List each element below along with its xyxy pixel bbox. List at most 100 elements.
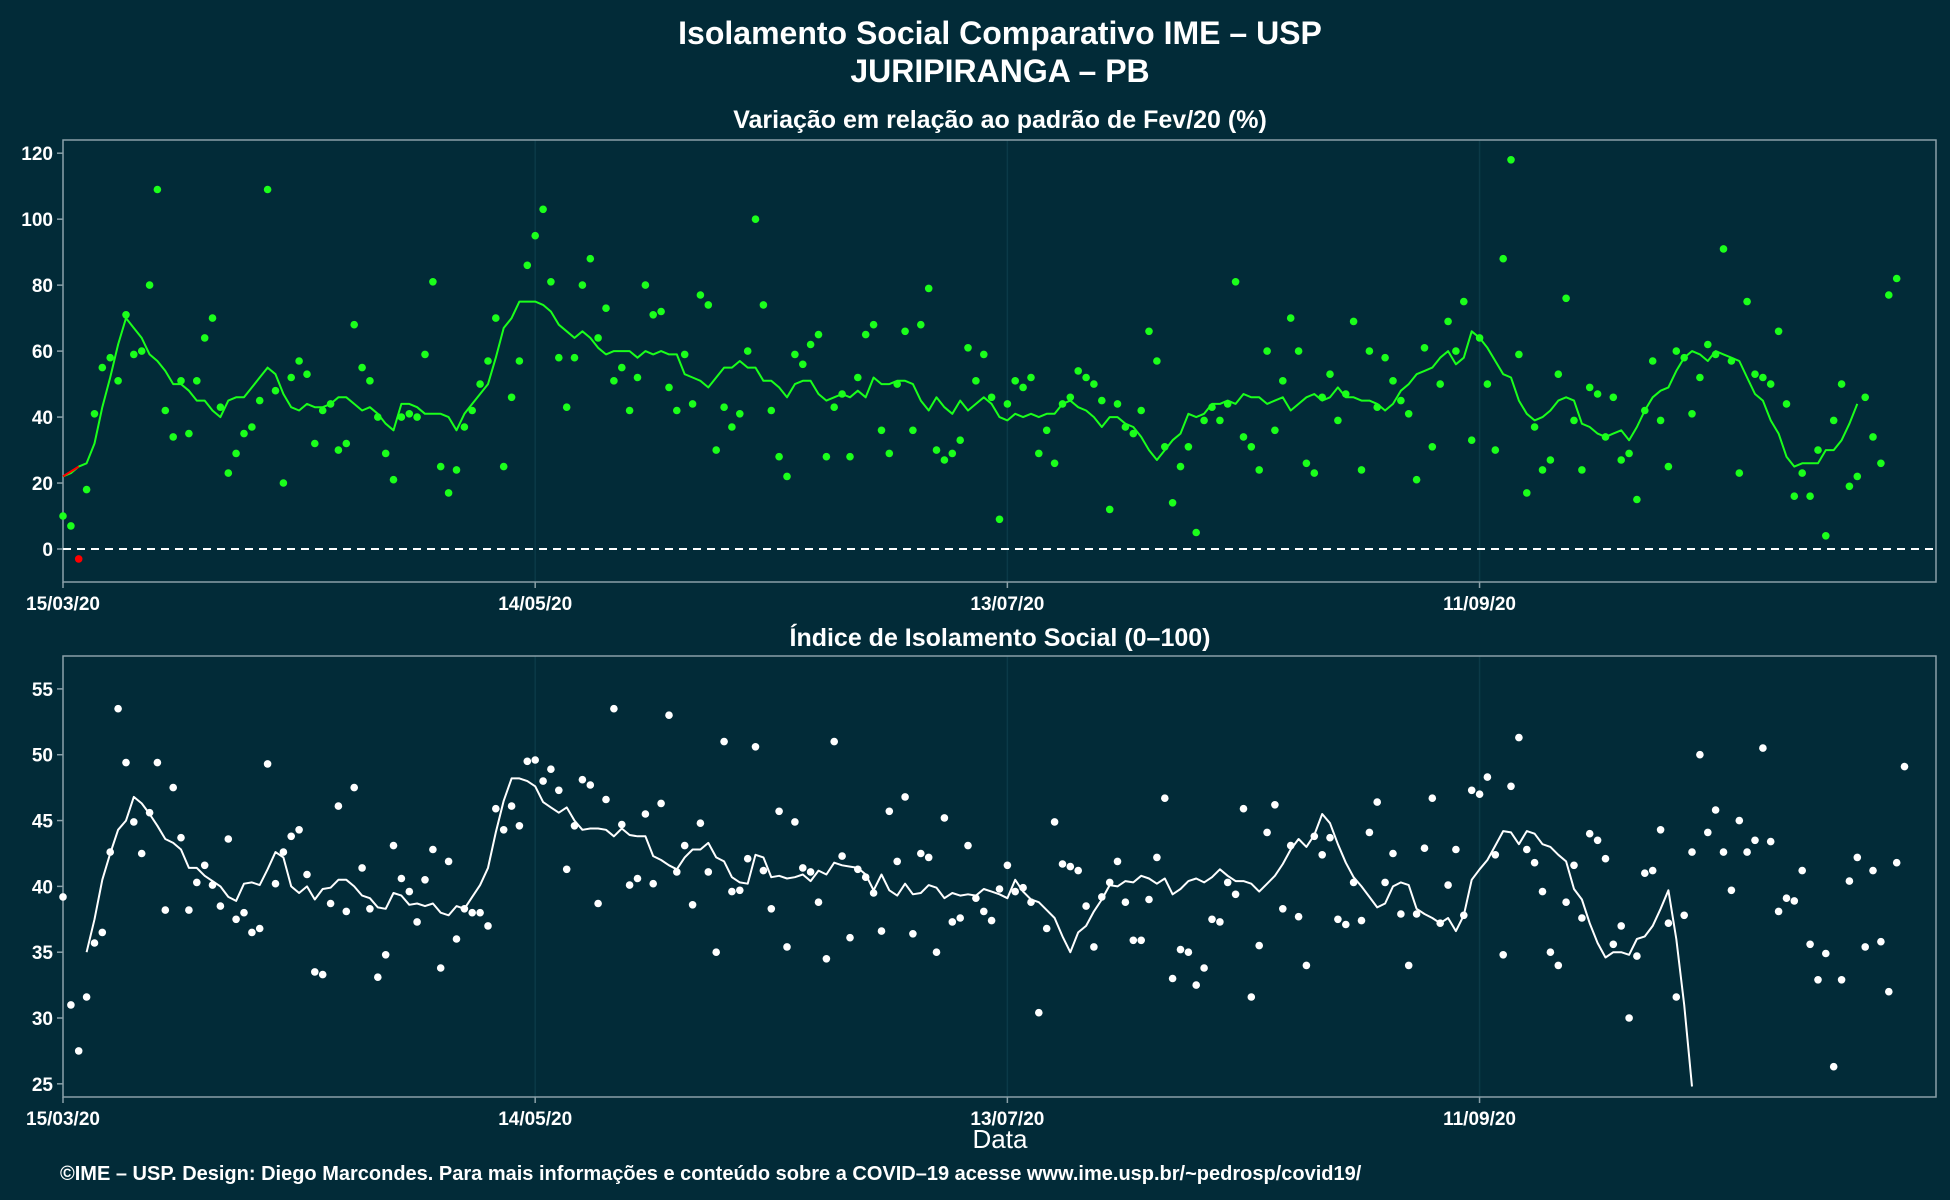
data-point <box>751 215 760 223</box>
data-point <box>1436 380 1444 388</box>
data-point <box>1648 357 1657 365</box>
data-point <box>924 284 933 293</box>
data-point <box>224 835 233 843</box>
data-point <box>1066 393 1075 402</box>
data-point <box>688 400 697 408</box>
data-point <box>67 522 75 530</box>
data-point <box>153 185 162 194</box>
data-point <box>1168 974 1177 983</box>
data-point <box>208 881 217 889</box>
data-point <box>696 291 705 299</box>
data-point <box>137 849 146 858</box>
data-point <box>1538 887 1547 896</box>
data-point <box>421 876 429 884</box>
data-point <box>610 377 618 385</box>
data-point <box>854 373 862 382</box>
data-point <box>1326 370 1334 379</box>
data-point <box>1342 390 1350 398</box>
data-point <box>830 737 838 746</box>
data-point <box>515 822 524 830</box>
data-point <box>932 948 941 956</box>
data-point <box>570 822 579 830</box>
data-point <box>956 914 964 922</box>
data-point <box>1475 334 1484 342</box>
data-point <box>216 902 225 910</box>
data-point <box>1523 845 1531 854</box>
data-point <box>1161 794 1169 802</box>
x-tick-label: 11/09/20 <box>1443 1109 1516 1130</box>
data-point <box>1042 924 1051 933</box>
data-point <box>1011 887 1019 896</box>
data-point <box>759 866 768 875</box>
data-point <box>1271 801 1279 809</box>
data-point <box>822 955 831 963</box>
data-point <box>303 870 311 879</box>
data-point <box>861 873 870 881</box>
data-point <box>1310 832 1319 841</box>
data-point <box>1814 446 1822 454</box>
data-point <box>193 878 201 887</box>
data-point <box>924 853 933 862</box>
data-point <box>1349 317 1358 326</box>
data-point <box>1420 844 1429 852</box>
data-point <box>1688 410 1696 418</box>
data-point <box>200 861 209 870</box>
data-point <box>255 396 264 405</box>
data-point <box>1483 773 1492 781</box>
data-point <box>712 948 720 956</box>
moving-average-line <box>85 777 1693 1087</box>
data-point <box>964 841 972 850</box>
data-point <box>318 406 327 415</box>
data-point <box>806 868 815 876</box>
data-point <box>1680 353 1688 362</box>
data-point <box>1263 347 1271 355</box>
variation-panel: 0 20 40 60 80 100 120 15/03/20 14/05/20 13/07/20 1… <box>21 139 1937 615</box>
data-point <box>1231 278 1240 286</box>
data-point <box>1822 949 1830 958</box>
data-point <box>90 939 99 947</box>
y-tick-label: 40 <box>32 877 53 898</box>
data-point <box>1641 406 1649 415</box>
data-point <box>1829 416 1838 425</box>
y-tick-label: 25 <box>32 1075 54 1096</box>
data-point <box>492 804 500 813</box>
data-point <box>1774 327 1783 336</box>
data-point <box>704 868 713 876</box>
data-point <box>429 845 437 854</box>
data-point <box>1381 878 1389 887</box>
data-point <box>208 314 217 322</box>
data-point <box>193 377 201 385</box>
data-point <box>791 350 799 359</box>
data-point <box>964 344 972 352</box>
data-point <box>177 833 185 842</box>
data-point <box>799 360 807 369</box>
data-point <box>1349 878 1358 887</box>
data-point <box>759 301 768 309</box>
data-point <box>1428 794 1437 802</box>
data-point <box>578 281 587 289</box>
data-point <box>901 327 909 336</box>
data-point <box>1759 744 1767 752</box>
data-point <box>1641 869 1649 877</box>
data-point <box>1546 948 1555 956</box>
data-point <box>901 793 909 801</box>
data-point <box>1428 443 1437 451</box>
data-point <box>1279 377 1287 385</box>
data-point <box>1066 862 1075 871</box>
data-point <box>586 254 595 263</box>
data-point <box>539 777 547 785</box>
data-point <box>712 446 720 454</box>
data-point <box>987 393 996 402</box>
data-point <box>822 452 831 461</box>
data-point <box>169 433 177 441</box>
data-point <box>1491 851 1500 859</box>
chart-title: Isolamento Social Comparativo IME – USP <box>678 15 1322 51</box>
panel1-title: Variação em relação ao padrão de Fev/20 … <box>733 106 1267 134</box>
data-point <box>720 403 728 412</box>
data-point <box>1648 866 1657 875</box>
data-point <box>1499 254 1507 263</box>
data-point <box>799 864 807 872</box>
y-tick-label: 120 <box>21 144 53 165</box>
data-point <box>1885 987 1893 996</box>
data-point <box>1711 806 1720 814</box>
